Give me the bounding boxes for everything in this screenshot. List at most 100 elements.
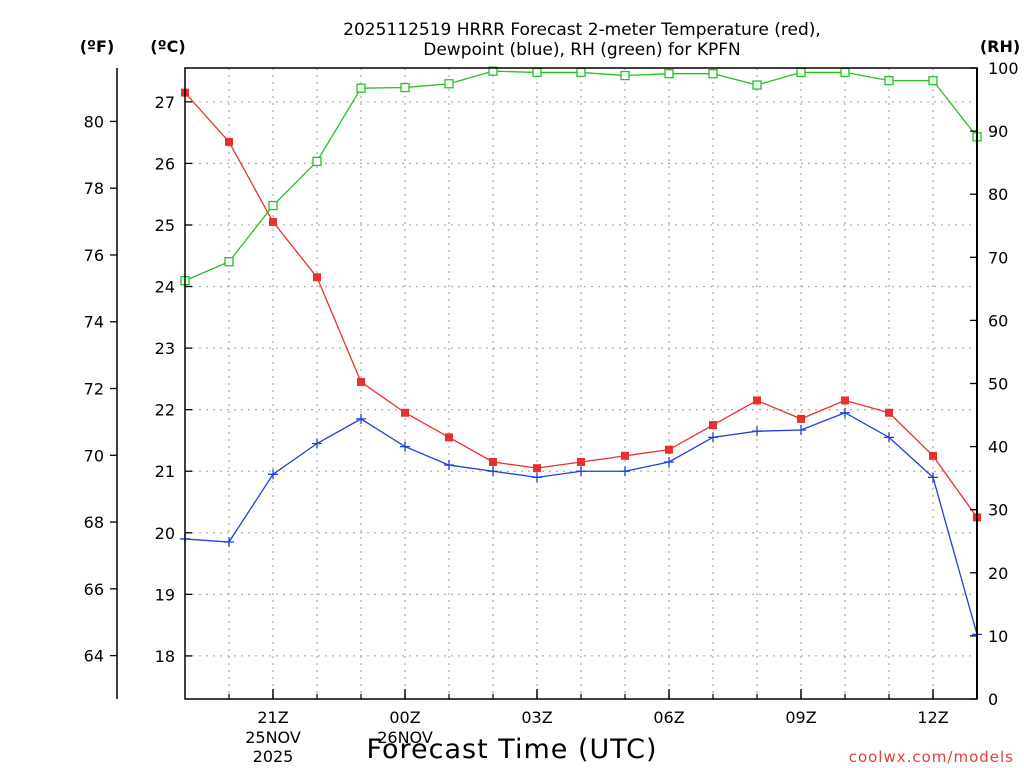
fahrenheit-tick-label: 66: [84, 580, 104, 599]
celsius-tick-label: 21: [155, 462, 175, 481]
dewpoint-point: [840, 407, 850, 418]
dewpoint-point: [312, 438, 322, 449]
fahrenheit-tick-label: 76: [84, 246, 104, 265]
rh-point: [752, 80, 762, 90]
dewpoint-point: [400, 441, 410, 452]
dewpoint-point: [884, 432, 894, 443]
dewpoint-point: [356, 413, 366, 424]
dewpoint-point: [796, 424, 806, 435]
rh-point: [928, 75, 938, 86]
temperature-point: [709, 421, 717, 430]
temperature-point: [489, 457, 497, 466]
rh-tick-label: 20: [988, 564, 1008, 583]
dewpoint-point: [620, 466, 630, 477]
x-tick-year: 2025: [253, 747, 294, 766]
temperature-point: [313, 273, 321, 282]
dewpoint-point: [224, 537, 234, 548]
x-tick-label: 00Z: [389, 708, 420, 727]
dewpoint-point: [488, 466, 498, 477]
rh-point: [884, 75, 894, 86]
fahrenheit-tick-label: 80: [84, 112, 104, 131]
x-axis-title: Forecast Time (UTC): [366, 734, 657, 765]
celsius-tick-label: 22: [155, 401, 175, 420]
rh-tick-label: 60: [988, 311, 1008, 330]
fahrenheit-tick-label: 64: [84, 647, 104, 666]
x-tick-label: 06Z: [653, 708, 684, 727]
rh-tick-label: 40: [988, 438, 1008, 457]
x-tick-label: 09Z: [785, 708, 816, 727]
temperature-point: [225, 137, 233, 146]
rh-point: [620, 70, 630, 81]
rh-point: [268, 200, 278, 211]
rh-point: [444, 79, 454, 89]
rh-point: [356, 83, 366, 93]
fahrenheit-unit-label: (ºF): [80, 37, 115, 56]
celsius-tick-label: 27: [155, 93, 175, 112]
axes: 64 66 68 70 72 74 76 78 80 18 19 20 21 22 23 24 25 26 27 0 1…: [84, 59, 1019, 766]
rh-point: [532, 67, 542, 78]
rh-point: [576, 67, 586, 78]
rh-point: [796, 67, 806, 78]
temperature-point: [401, 408, 409, 417]
temperature-point: [665, 445, 673, 454]
dewpoint-point: [928, 472, 938, 483]
x-tick-date: 26NOV: [377, 728, 433, 747]
temperature-point: [929, 451, 937, 460]
rh-tick-label: 100: [988, 59, 1019, 78]
dewpoint-point: [444, 460, 454, 471]
fahrenheit-tick-label: 70: [84, 446, 104, 465]
x-tick-label: 03Z: [521, 708, 552, 727]
celsius-tick-label: 18: [155, 647, 175, 666]
temperature-point: [533, 464, 541, 473]
fahrenheit-tick-label: 74: [84, 313, 104, 332]
celsius-tick-label: 25: [155, 216, 175, 235]
dewpoint-point: [268, 469, 278, 480]
temperature-point: [577, 457, 585, 466]
dewpoint-point: [708, 432, 718, 443]
celsius-tick-label: 26: [155, 154, 175, 173]
gridlines: [185, 68, 977, 699]
celsius-tick-label: 23: [155, 339, 175, 358]
rh-tick-label: 90: [988, 122, 1008, 141]
rh-point: [224, 257, 234, 267]
dewpoint-point: [532, 472, 542, 483]
rh-tick-label: 50: [988, 375, 1008, 394]
rh-point: [840, 67, 850, 78]
celsius-tick-label: 24: [155, 278, 175, 297]
temperature-point: [357, 377, 365, 386]
x-tick-label: 12Z: [917, 708, 948, 727]
temperature-point: [445, 433, 453, 442]
rh-tick-label: 80: [988, 185, 1008, 204]
chart-title-line-2: Dewpoint (blue), RH (green) for KPFN: [423, 40, 740, 60]
temperature-point: [269, 217, 277, 226]
rh-tick-label: 10: [988, 627, 1008, 646]
rh-point: [488, 66, 498, 76]
celsius-tick-label: 20: [155, 524, 175, 543]
dewpoint-point: [752, 426, 762, 437]
rh-point: [664, 69, 674, 79]
dewpoint-point: [576, 466, 586, 477]
celsius-tick-label: 19: [155, 585, 175, 604]
rh-tick-label: 70: [988, 248, 1008, 267]
rh-unit-label: (RH): [980, 37, 1020, 56]
rh-tick-label: 30: [988, 501, 1008, 520]
rh-point: [708, 69, 718, 79]
x-tick-label: 21Z: [257, 708, 288, 727]
temperature-point: [621, 451, 629, 460]
fahrenheit-tick-label: 72: [84, 380, 104, 399]
rh-point: [400, 82, 410, 93]
temperature-point: [797, 414, 805, 423]
fahrenheit-tick-label: 68: [84, 513, 104, 532]
rh-tick-label: 0: [988, 690, 998, 709]
fahrenheit-tick-label: 78: [84, 179, 104, 198]
credit-link[interactable]: coolwx.com/models: [849, 748, 1014, 766]
dewpoint-point: [664, 456, 674, 467]
temperature-point: [841, 396, 849, 405]
chart-title-line-1: 2025112519 HRRR Forecast 2-meter Tempera…: [343, 20, 821, 40]
x-tick-date: 25NOV: [245, 728, 301, 747]
rh-point: [312, 156, 322, 167]
temperature-point: [885, 408, 893, 417]
temperature-point: [753, 396, 761, 405]
series-layer: [180, 66, 982, 640]
